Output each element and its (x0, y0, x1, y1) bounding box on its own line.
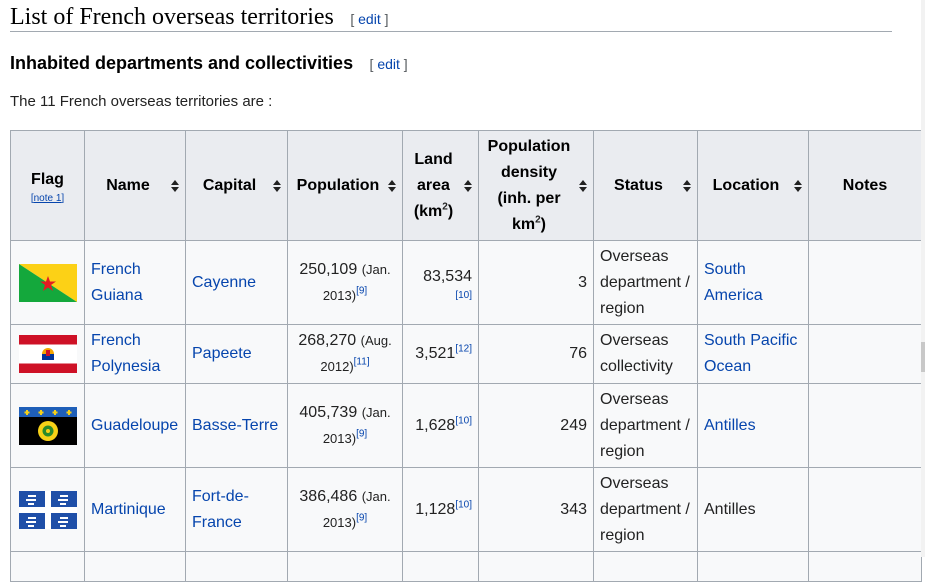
table-row: Guadeloupe Basse-Terre 405,739 (Jan. 201… (10, 383, 922, 468)
population-cell: 386,486 (Jan. 2013)[9] (287, 467, 403, 552)
location-link[interactable]: South Pacific Ocean (704, 332, 798, 375)
flag-cell (10, 383, 85, 468)
table-row: French Polynesia Papeete 268,270 (Aug. 20… (10, 324, 922, 384)
header-flag: Flag [note 1] (10, 130, 85, 241)
density-cell: 76 (478, 324, 594, 384)
intro-text: The 11 French overseas territories are : (10, 93, 273, 110)
ref-link[interactable]: [12] (455, 343, 472, 355)
ref-link[interactable]: [9] (356, 428, 368, 440)
area-cell: 83,534 [10] (402, 240, 479, 325)
density-cell: 343 (478, 467, 594, 552)
header-notes: Notes (808, 130, 922, 241)
territory-link[interactable]: French Polynesia (91, 332, 161, 375)
population-cell: 268,270 (Aug. 2012)[11] (287, 324, 403, 384)
territories-table: Flag [note 1] Name Capital Population La… (10, 130, 922, 582)
notes-cell (808, 467, 922, 552)
ref-link[interactable]: [9] (356, 512, 368, 524)
header-status[interactable]: Status (593, 130, 698, 241)
ref-link[interactable]: [10] (455, 415, 472, 427)
population-cell: 250,109 (Jan. 2013)[9] (287, 240, 403, 325)
subsection-edit: [ edit ] (369, 56, 408, 72)
scrollbar[interactable] (921, 0, 925, 557)
flag-cell (10, 467, 85, 552)
capital-cell: Fort-de- France (185, 467, 288, 552)
name-cell: French Guiana (84, 240, 186, 325)
ref-link[interactable]: [11] (353, 356, 370, 368)
flag-note-link[interactable]: [note 1] (30, 192, 65, 204)
area-cell: 3,521[12] (402, 324, 479, 384)
header-land-area[interactable]: Land area (km2) (402, 130, 479, 241)
notes-cell (808, 240, 922, 325)
scrollbar-thumb[interactable] (921, 342, 925, 372)
population-cell: 405,739 (Jan. 2013)[9] (287, 383, 403, 468)
sort-arrows-icon[interactable] (388, 179, 396, 192)
subsection-title: Inhabited departments and collectivities (10, 53, 354, 73)
sort-arrows-icon[interactable] (794, 179, 802, 192)
notes-cell (808, 383, 922, 468)
section-title: List of French overseas territories (10, 4, 334, 30)
status-cell: Overseas collectivity (593, 324, 698, 384)
capital-cell: Papeete (185, 324, 288, 384)
location-cell: Antilles (697, 467, 809, 552)
territory-link[interactable]: Guadeloupe (91, 416, 179, 434)
location-cell: Antilles (697, 383, 809, 468)
notes-cell (808, 324, 922, 384)
sort-arrows-icon[interactable] (683, 179, 691, 192)
flag-french-polynesia-icon[interactable] (18, 335, 77, 373)
table-row: French Guiana Cayenne 250,109 (Jan. 2013)… (10, 240, 922, 325)
flag-french-guiana-icon[interactable] (18, 263, 77, 302)
location-cell: South America (697, 240, 809, 325)
header-density[interactable]: Population density (inh. per km2) (478, 130, 594, 241)
section-edit-link[interactable]: edit (358, 11, 381, 27)
flag-martinique-icon[interactable] (18, 490, 77, 529)
density-cell: 3 (478, 240, 594, 325)
header-population[interactable]: Population (287, 130, 403, 241)
area-cell: 1,128[10] (402, 467, 479, 552)
flag-guadeloupe-icon[interactable] (18, 406, 77, 445)
sort-arrows-icon[interactable] (464, 179, 472, 192)
status-cell: Overseas department / region (593, 240, 698, 325)
capital-cell: Cayenne (185, 240, 288, 325)
area-cell: 1,628[10] (402, 383, 479, 468)
territory-link[interactable]: French Guiana (91, 260, 143, 304)
header-location[interactable]: Location (697, 130, 809, 241)
ref-link[interactable]: [10] (455, 499, 472, 511)
name-cell: French Polynesia (84, 324, 186, 384)
flag-cell (10, 324, 85, 384)
header-capital[interactable]: Capital (185, 130, 288, 241)
capital-link[interactable]: Papeete (192, 345, 252, 362)
name-cell: Guadeloupe (84, 383, 186, 468)
capital-link[interactable]: Cayenne (192, 273, 257, 291)
status-cell: Overseas department / region (593, 467, 698, 552)
flag-cell (10, 240, 85, 325)
subsection-edit-link[interactable]: edit (377, 56, 400, 72)
location-cell: South Pacific Ocean (697, 324, 809, 384)
location-link[interactable]: South America (704, 260, 763, 304)
table-row (10, 551, 922, 582)
name-cell: Martinique (84, 467, 186, 552)
territory-link[interactable]: Martinique (91, 500, 166, 518)
sort-arrows-icon[interactable] (579, 179, 587, 192)
capital-cell: Basse-Terre (185, 383, 288, 468)
header-name[interactable]: Name (84, 130, 186, 241)
ref-link[interactable]: [10] (455, 289, 472, 301)
density-cell: 249 (478, 383, 594, 468)
section-heading: List of French overseas territories [ ed… (10, 4, 892, 32)
sort-arrows-icon[interactable] (273, 179, 281, 192)
capital-link[interactable]: Fort-de- France (192, 487, 249, 531)
status-cell: Overseas department / region (593, 383, 698, 468)
ref-link[interactable]: [9] (356, 285, 368, 297)
sort-arrows-icon[interactable] (171, 179, 179, 192)
table-row: Martinique Fort-de- France 386,486 (Jan. … (10, 467, 922, 552)
capital-link[interactable]: Basse-Terre (192, 416, 279, 434)
location-link[interactable]: Antilles (704, 416, 756, 434)
section-edit: [ edit ] (350, 11, 389, 27)
subsection-heading: Inhabited departments and collectivities… (10, 53, 408, 74)
